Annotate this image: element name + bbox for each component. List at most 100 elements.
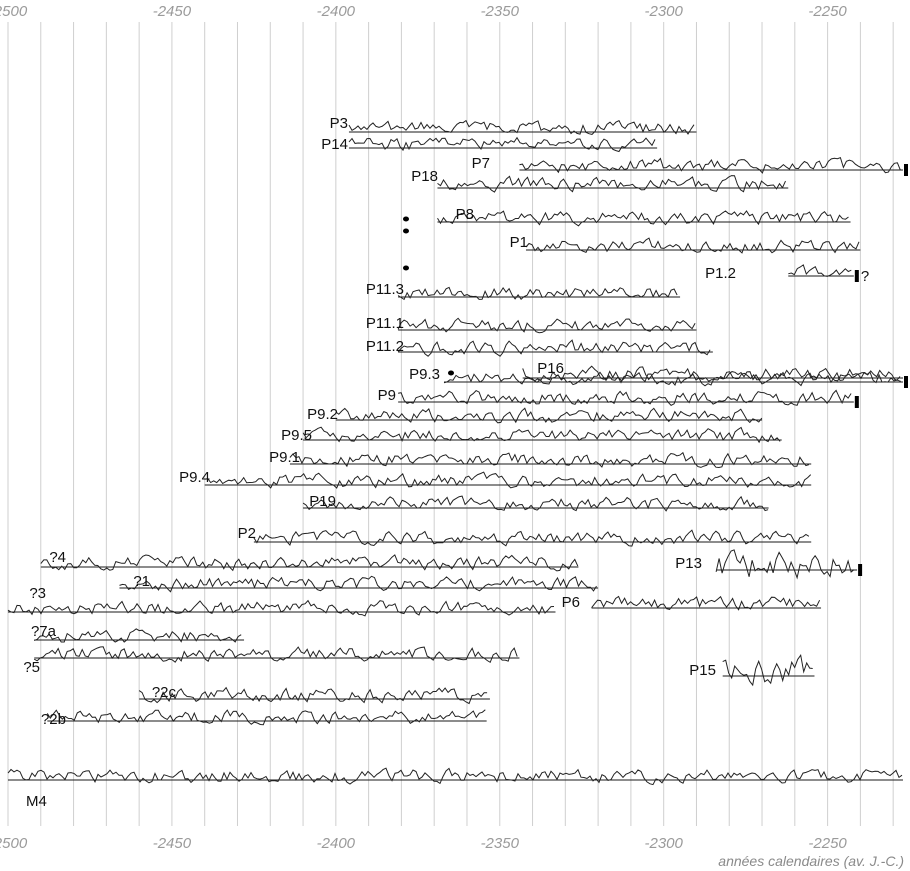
series-M4: M4: [7, 767, 903, 810]
series-label: P3: [330, 115, 348, 132]
series-label: P19: [309, 493, 336, 510]
pith-marker: [403, 265, 409, 271]
series-curve: [335, 407, 763, 424]
series-P11-2: P11.2: [366, 338, 713, 357]
series--7a: ?7a: [31, 623, 245, 643]
series-label: ?7a: [31, 623, 57, 640]
series--2b: ?2b: [41, 709, 487, 728]
series-label: P11.3: [366, 281, 404, 298]
series-label: P9.4: [179, 469, 210, 486]
pith-marker: [448, 370, 454, 376]
x-tick-label-bottom: -2500: [0, 835, 28, 852]
series-label: P2: [238, 525, 256, 542]
series-P2: P2: [238, 525, 812, 547]
series-P9-5: P9.5: [281, 426, 782, 444]
series-end-marker: [854, 396, 859, 408]
series-curve: [519, 156, 901, 174]
series-end-marker: [854, 270, 859, 282]
series-label: ?2c: [152, 684, 177, 701]
x-tick-label-bottom: -2250: [808, 835, 847, 852]
series-P11-3: P11.3: [366, 281, 681, 301]
x-tick-label-top: -2250: [808, 3, 847, 20]
series-curve: [397, 339, 711, 357]
x-tick-label-top: -2350: [481, 3, 520, 20]
series-label: P7: [472, 155, 490, 172]
series-end-marker: [904, 164, 908, 176]
series--5: ?5: [23, 646, 520, 676]
series-label: P9.2: [307, 406, 338, 423]
series-layer: P3 P14 P7 P18 P8 P1? P1.2 P11.3 P11.1 P11.2 P9.3 P1…: [7, 115, 908, 810]
series-label: ?3: [29, 585, 46, 602]
series-label: P6: [562, 594, 580, 611]
x-tick-label-top: -2400: [317, 3, 356, 20]
series-curve: [788, 264, 852, 277]
series-curve: [34, 628, 242, 643]
series-curve: [398, 389, 852, 407]
series--2c: ?2c: [138, 684, 490, 705]
series-curve: [302, 426, 781, 444]
series-curve: [437, 175, 786, 193]
series-curve: [715, 549, 855, 580]
x-axis-top: -2500 -2450 -2400 -2350 -2300 -2250: [0, 3, 847, 20]
series-label: P9: [378, 387, 396, 404]
series-P3: P3: [330, 115, 697, 135]
series-P9-2: P9.2: [307, 406, 763, 424]
series-P1: P1: [510, 234, 861, 254]
series-label: P9.1: [269, 449, 300, 466]
series-curve: [443, 371, 901, 387]
series-label: ?4: [49, 549, 66, 566]
series-curve: [348, 136, 656, 153]
series-label: P9.3: [409, 366, 440, 383]
series-curve: [397, 317, 696, 334]
series-curve: [437, 210, 849, 227]
series-curve: [7, 599, 555, 617]
series-label: P8: [456, 206, 474, 223]
series-curve: [7, 767, 903, 786]
series-curve: [119, 575, 597, 593]
x-tick-label-bottom: -2400: [317, 835, 356, 852]
series-P1-2: ? P1.2: [705, 264, 869, 285]
series-label: P11.1: [366, 315, 404, 332]
series-P9: P9: [378, 387, 859, 408]
series-curve: [591, 595, 821, 611]
series-P9-4: P9.4: [179, 469, 812, 489]
series--1: ?1: [119, 573, 599, 593]
series-curve: [289, 451, 810, 469]
x-tick-label-top: -2300: [644, 3, 683, 20]
series-curve: [204, 471, 812, 489]
series-curve: [40, 554, 579, 572]
series-label: P16: [537, 360, 564, 377]
series-P13: P13: [675, 549, 863, 580]
series-P7: P7: [472, 155, 908, 176]
series-label: P1: [510, 234, 528, 251]
series-P9-1: P9.1: [269, 449, 812, 469]
series-P16: P16: [522, 360, 903, 382]
series-P19: P19: [302, 493, 769, 512]
x-tick-label-bottom: -2300: [644, 835, 683, 852]
series-curve: [525, 237, 860, 254]
series-curve: [138, 686, 488, 705]
series-label: ?1: [133, 573, 150, 590]
series-curve: [46, 709, 486, 726]
series-P9-3: P9.3: [409, 366, 908, 388]
pith-marker: [403, 228, 409, 234]
series-curve: [33, 646, 518, 664]
series-curve: [397, 286, 678, 301]
series-P15: P15: [689, 653, 815, 687]
series-curve: [722, 653, 813, 687]
series-P8: P8: [437, 206, 851, 227]
grid-layer: [7, 22, 894, 826]
series-label: P15: [689, 662, 716, 679]
x-unit-label: années calendaires (av. J.-C.): [718, 853, 904, 869]
series-label: P1.2: [705, 265, 736, 282]
series-end-marker: [904, 376, 908, 388]
x-tick-label-top: -2500: [0, 3, 28, 20]
series-end-note: ?: [861, 268, 869, 285]
series-label: P11.2: [366, 338, 404, 355]
series-P11-1: P11.1: [366, 315, 697, 334]
series-curve: [253, 529, 810, 547]
x-axis-bottom: -2500 -2450 -2400 -2350 -2300 -2250: [0, 835, 847, 852]
series-P6: P6: [562, 594, 822, 611]
series-curve: [348, 119, 695, 135]
